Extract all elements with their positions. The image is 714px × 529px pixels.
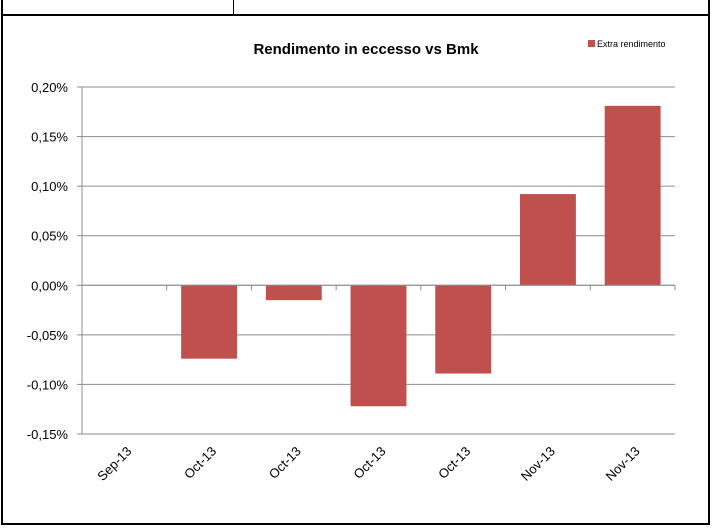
y-tick-label: 0,05%	[31, 229, 68, 244]
x-tick-label: Oct-13	[266, 444, 304, 482]
bar	[350, 285, 407, 407]
y-tick-label: -0,05%	[27, 328, 69, 343]
x-tick-label: Sep-13	[94, 444, 134, 484]
y-tick-label: 0,00%	[31, 278, 68, 293]
x-tick-label: Oct-13	[181, 444, 219, 482]
bar	[519, 194, 576, 286]
bar	[604, 105, 661, 286]
y-tick-label: 0,20%	[31, 80, 68, 95]
header-divider	[233, 0, 234, 14]
y-axis-ticks: -0,15% -0,10% -0,05% 0,00% 0,05% 0,10% 0,15% 0,…	[27, 80, 83, 442]
y-tick-label: -0,15%	[27, 427, 69, 442]
chart-title: Rendimento in eccesso vs Bmk	[253, 41, 479, 58]
bar	[435, 285, 492, 374]
y-tick-label: 0,15%	[31, 130, 68, 145]
legend-label: Extra rendimento	[597, 39, 666, 49]
x-tick-label: Oct-13	[350, 444, 388, 482]
legend-swatch	[588, 40, 595, 47]
bars-group	[181, 105, 661, 407]
x-tick-label: Nov-13	[603, 444, 643, 484]
x-tick-label: Oct-13	[435, 444, 473, 482]
header-strip	[3, 0, 708, 16]
x-tick-label: Nov-13	[518, 444, 558, 484]
bar	[181, 285, 238, 359]
y-tick-label: -0,10%	[27, 377, 69, 392]
bar	[265, 285, 322, 301]
y-tick-label: 0,10%	[31, 179, 68, 194]
